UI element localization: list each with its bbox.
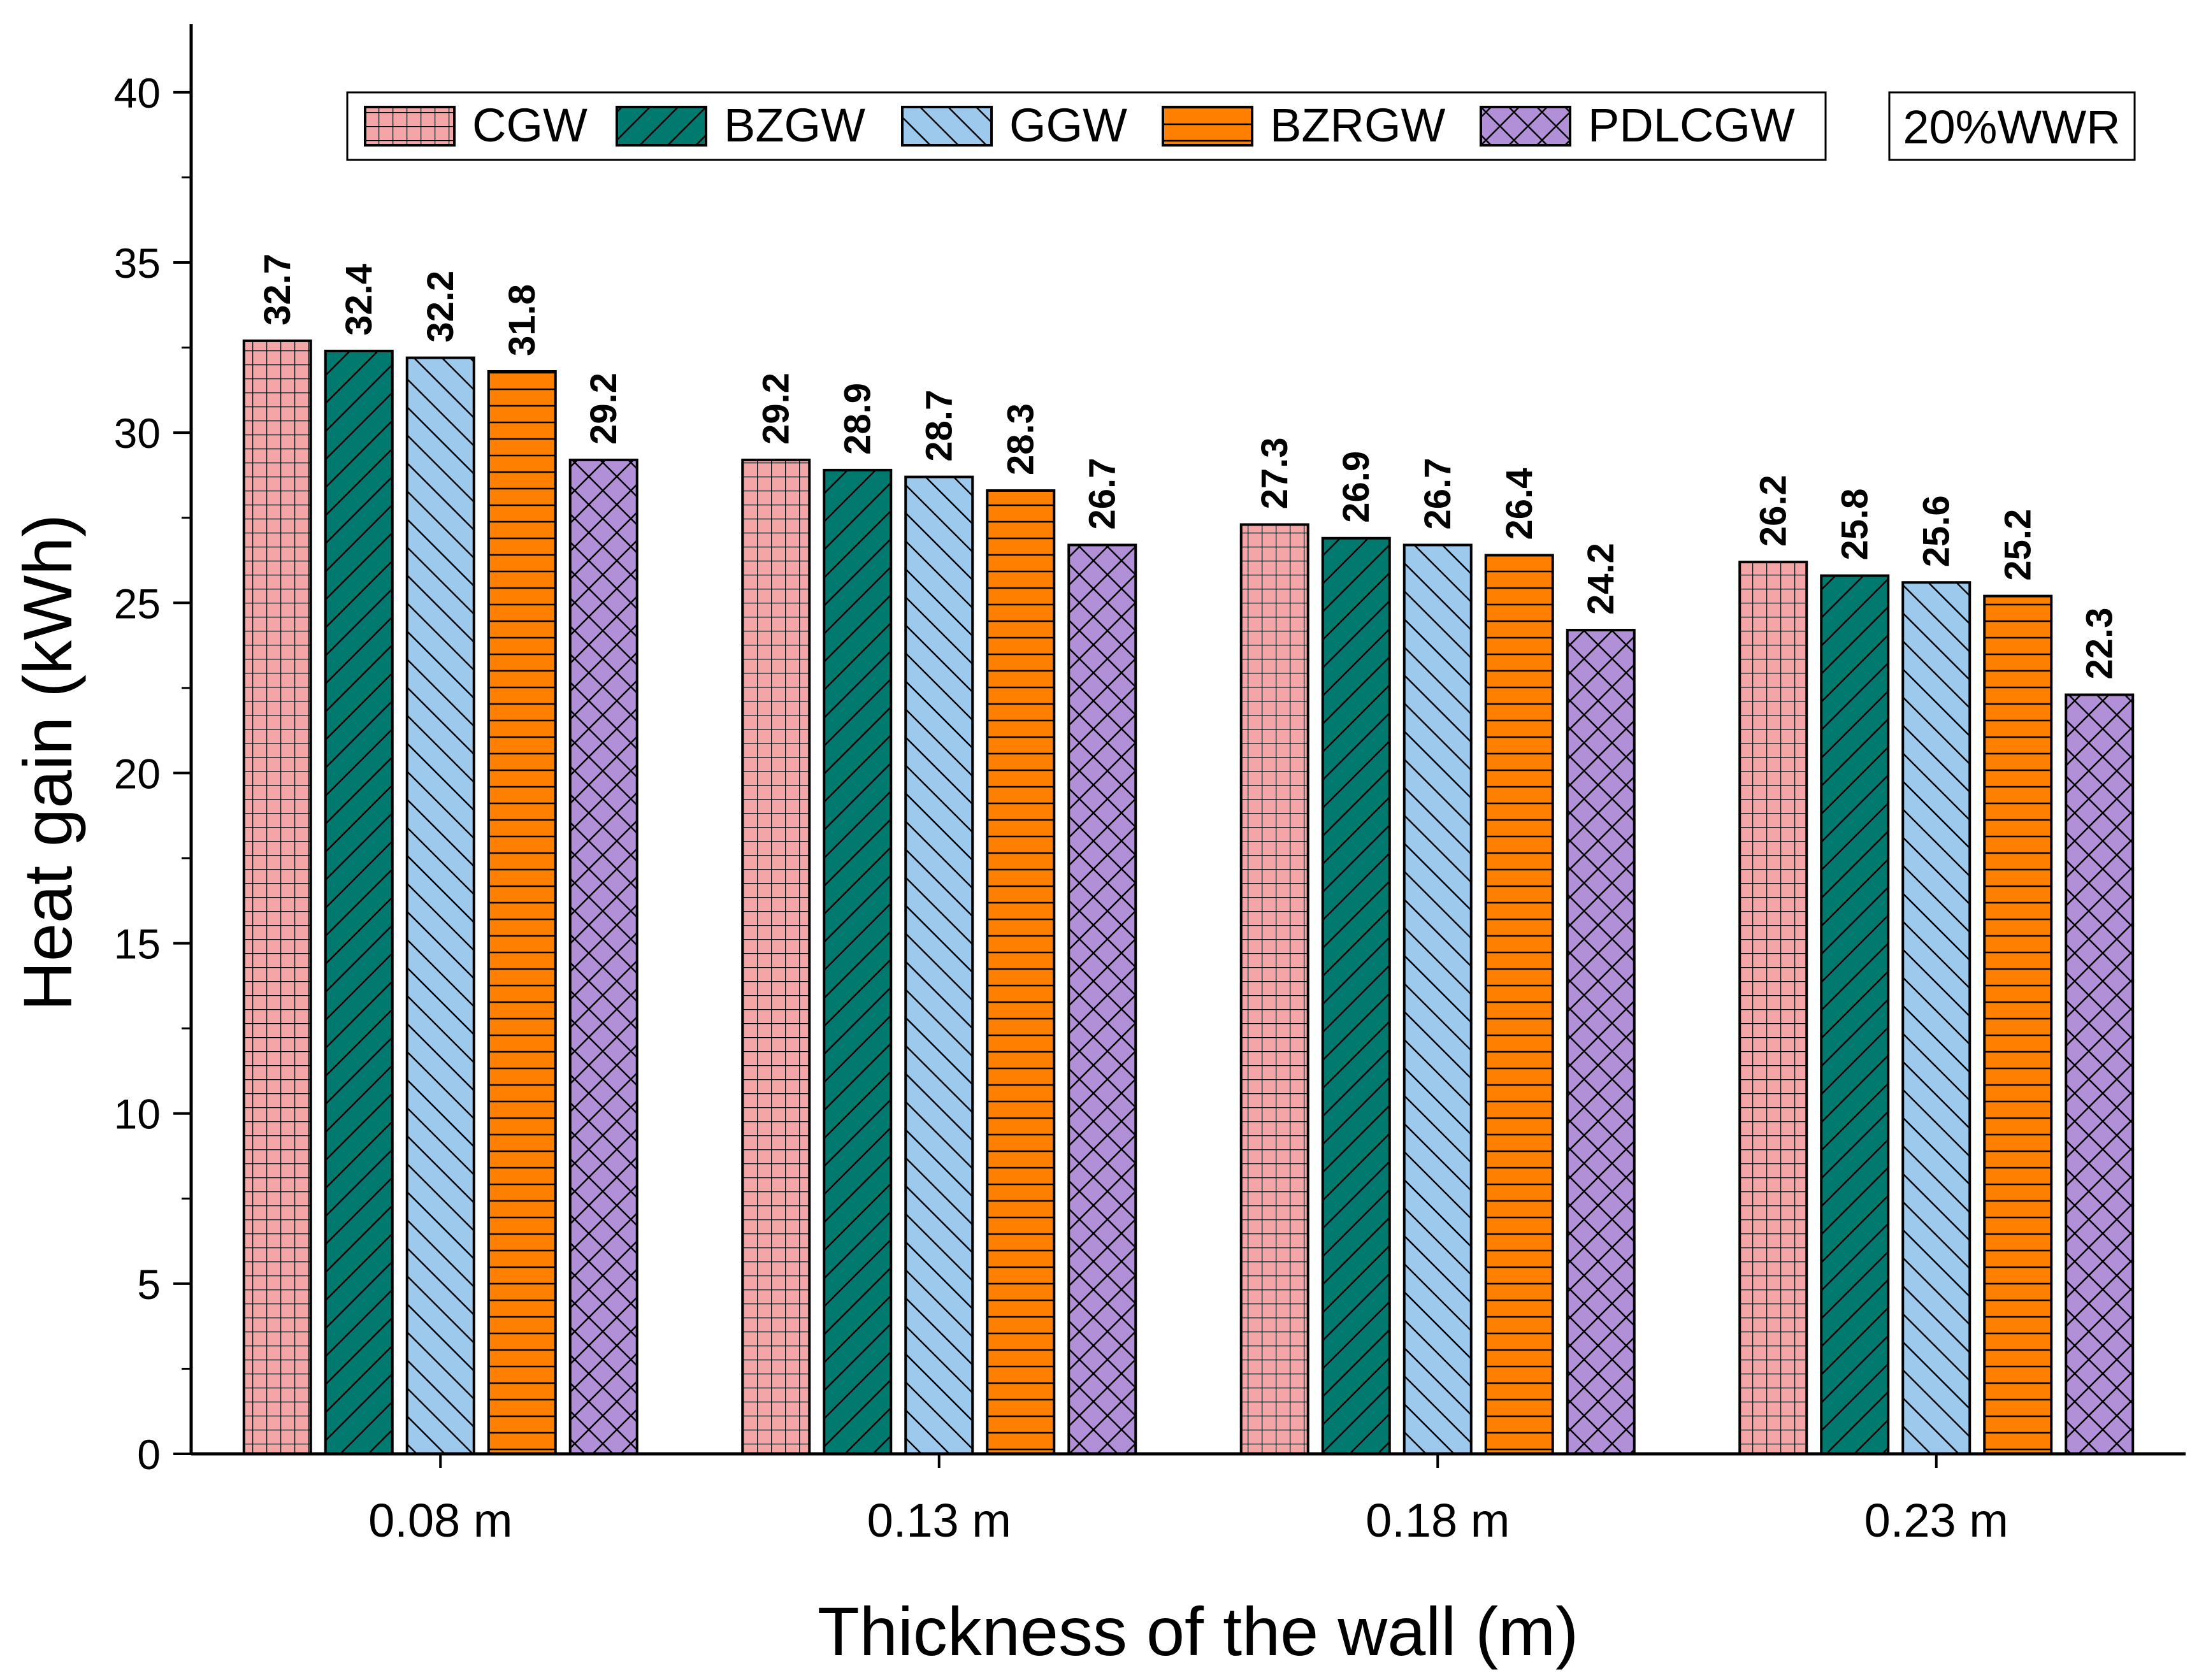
bar-ggw-0	[405, 356, 475, 1455]
legend-label-pdlcgw: PDLCGW	[1588, 99, 1795, 152]
data-label-bzgw-3: 25.8	[1835, 489, 1876, 561]
legend-frame	[346, 91, 1827, 161]
data-label-bzrgw-0: 31.8	[501, 284, 543, 356]
y-axis-title: Heat gain (kWh)	[9, 514, 86, 1011]
bar-cgw-2	[1239, 523, 1309, 1455]
legend-swatch-ggw	[901, 106, 993, 147]
data-label-bzrgw-3: 25.2	[1998, 509, 2039, 581]
legend: CGW BZGW GGW BZRGW PDLCGW	[346, 91, 1827, 161]
bar-cgw-1	[741, 458, 811, 1455]
bars-layer	[242, 339, 2135, 1456]
bar-pdlcgw-3	[2065, 693, 2135, 1455]
data-label-ggw-0: 32.2	[420, 271, 461, 343]
x-tick-label-0: 0.08 m	[368, 1494, 512, 1547]
y-tick-label-6: 30	[114, 410, 161, 457]
data-label-bzgw-2: 26.9	[1336, 451, 1377, 523]
bar-ggw-2	[1402, 543, 1473, 1455]
legend-label-bzgw: BZGW	[724, 99, 865, 152]
bar-bzgw-0	[324, 349, 394, 1455]
legend-swatch-bzgw	[616, 106, 707, 147]
y-tick-label-0: 0	[137, 1431, 161, 1478]
x-axis-title: Thickness of the wall (m)	[818, 1593, 1578, 1670]
data-label-pdlcgw-2: 24.2	[1580, 543, 1622, 615]
bar-bzrgw-0	[487, 370, 557, 1455]
bar-bzrgw-2	[1484, 554, 1554, 1455]
data-label-bzgw-1: 28.9	[837, 383, 879, 455]
x-tick-label-2: 0.18 m	[1366, 1494, 1510, 1547]
data-labels-layer: 32.7 32.4 32.2 31.8 29.2 29.2 28.9 28.7 28.3 26.7…	[257, 254, 2121, 680]
axes-layer: 0.08 m 0.13 m 0.18 m 0.23 m 0 5 10 15 20 25 30 35 40	[114, 24, 2186, 1547]
data-label-cgw-2: 27.3	[1254, 438, 1295, 510]
data-label-bzrgw-2: 26.4	[1499, 468, 1540, 540]
bar-cgw-3	[1738, 561, 1808, 1456]
legend-label-ggw: GGW	[1009, 99, 1127, 152]
wwr-annotation: 20%WWR	[1903, 101, 2120, 154]
bar-pdlcgw-1	[1067, 543, 1137, 1455]
data-label-pdlcgw-1: 26.7	[1082, 458, 1123, 530]
bar-bzrgw-1	[986, 489, 1056, 1455]
data-label-cgw-0: 32.7	[257, 254, 298, 326]
data-label-ggw-1: 28.7	[919, 390, 960, 462]
data-label-cgw-3: 26.2	[1753, 475, 1794, 547]
bar-bzgw-2	[1321, 536, 1391, 1455]
legend-swatch-bzrgw	[1162, 106, 1253, 147]
y-tick-label-4: 20	[114, 750, 161, 797]
data-label-pdlcgw-0: 29.2	[583, 373, 624, 445]
wwr-annotation-frame	[1888, 91, 2136, 161]
legend-swatch-cgw	[364, 106, 456, 147]
bar-ggw-3	[1901, 581, 1972, 1456]
legend-swatch-pdlcgw	[1480, 106, 1571, 147]
bar-pdlcgw-2	[1566, 629, 1636, 1455]
data-label-bzgw-0: 32.4	[338, 264, 380, 336]
y-tick-label-1: 5	[137, 1261, 161, 1308]
bar-bzgw-3	[1820, 574, 1890, 1455]
y-tick-label-7: 35	[114, 240, 161, 287]
data-label-ggw-2: 26.7	[1417, 458, 1459, 530]
bar-bzrgw-3	[1983, 594, 2053, 1455]
y-tick-label-3: 15	[114, 921, 161, 968]
data-label-pdlcgw-3: 22.3	[2079, 608, 2121, 680]
legend-label-bzrgw: BZRGW	[1270, 99, 1446, 152]
x-tick-label-1: 0.13 m	[867, 1494, 1011, 1547]
wwr-annotation-box: 20%WWR	[1888, 91, 2136, 161]
y-tick-label-8: 40	[114, 69, 161, 117]
bar-bzgw-1	[823, 468, 893, 1455]
bar-ggw-1	[904, 475, 974, 1455]
x-tick-label-3: 0.23 m	[1864, 1494, 2008, 1547]
legend-label-cgw: CGW	[472, 99, 588, 152]
y-tick-label-2: 10	[114, 1091, 161, 1138]
bar-pdlcgw-0	[568, 458, 638, 1455]
data-label-cgw-1: 29.2	[756, 373, 797, 445]
y-tick-label-5: 25	[114, 580, 161, 627]
data-label-ggw-3: 25.6	[1916, 495, 1957, 567]
bar-cgw-0	[242, 339, 312, 1455]
data-label-bzrgw-1: 28.3	[1000, 403, 1042, 475]
